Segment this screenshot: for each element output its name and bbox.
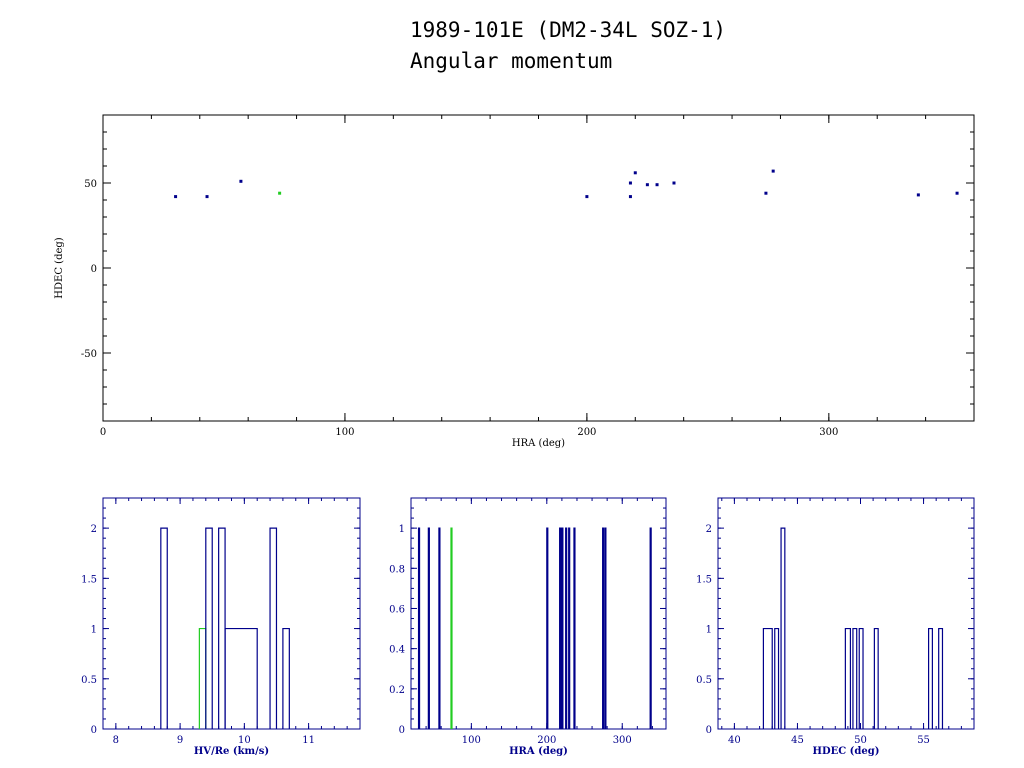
chart-subtitle: Angular momentum: [410, 49, 612, 73]
scatter-point: [955, 191, 959, 195]
scatter-point: [239, 179, 243, 183]
histogram-hra: 100 200 300 0 0.2 0.4 0.6 0.8 1 HRA (deg): [389, 497, 667, 757]
x-axis-label: HV/Re (km/s): [194, 746, 269, 757]
histogram-bar: [649, 527, 652, 729]
x-tick-label: 9: [177, 735, 183, 746]
plot-frame: [102, 497, 361, 730]
histogram-bar: [427, 527, 430, 729]
histogram-bar: [282, 627, 290, 729]
scatter-point: [628, 181, 632, 185]
x-tick-label: 55: [917, 735, 930, 746]
y-tick-label: 0.2: [389, 685, 405, 696]
plot-frame: [102, 114, 975, 422]
scatter-point: [278, 191, 282, 195]
y-tick-label: 0.5: [81, 675, 97, 686]
histogram-bar: [762, 627, 773, 729]
histogram-bar: [852, 627, 858, 729]
histogram-bar: [858, 627, 864, 729]
y-tick-label: 0: [706, 725, 712, 736]
x-tick-label: 8: [113, 735, 119, 746]
y-tick-label: 1: [706, 625, 712, 636]
x-tick-label: 11: [302, 735, 315, 746]
y-tick-label: 0: [399, 725, 405, 736]
x-tick-label: 100: [335, 427, 354, 438]
histogram-bar: [450, 527, 453, 729]
y-tick-label: 1.5: [81, 574, 97, 585]
x-tick-label: 100: [462, 735, 481, 746]
histogram-bar: [774, 627, 780, 729]
histogram-bar: [604, 527, 607, 729]
y-tick-label: 0: [91, 725, 97, 736]
histogram-bar: [928, 627, 933, 729]
plot-frame: [717, 497, 975, 730]
histogram-hdec: 40 45 50 55 0 0.5 1 1.5 2 HDEC (deg): [696, 497, 975, 757]
x-tick-label: 10: [238, 735, 251, 746]
y-tick-label: 1: [399, 524, 405, 535]
y-tick-label: 0.8: [389, 564, 405, 575]
histogram-bar: [573, 527, 576, 729]
histogram-bar: [873, 627, 879, 729]
histogram-bar: [559, 527, 562, 729]
y-tick-label: -50: [81, 349, 97, 360]
x-tick-label: 45: [791, 735, 804, 746]
scatter-point: [205, 195, 209, 199]
scatter-point: [655, 183, 659, 187]
y-tick-label: 2: [706, 524, 712, 535]
scatter-point: [916, 193, 920, 197]
x-axis-label: HDEC (deg): [813, 746, 880, 757]
histogram-bar: [565, 527, 568, 729]
histogram-bar: [938, 627, 944, 729]
y-tick-label: 0.4: [389, 645, 405, 656]
x-tick-label: 40: [728, 735, 741, 746]
plot-frame: [410, 497, 667, 730]
scatter-point: [628, 195, 632, 199]
x-tick-label: 0: [100, 427, 106, 438]
histogram-bar: [546, 527, 549, 729]
histogram-bar: [417, 527, 421, 729]
histogram-bar: [844, 627, 852, 729]
y-tick-label: 1.5: [696, 574, 712, 585]
y-tick-label: 1: [91, 625, 97, 636]
histogram-bar: [198, 627, 207, 729]
scatter-point: [672, 181, 676, 185]
histogram-bar: [561, 527, 564, 729]
y-tick-label: 0.5: [696, 675, 712, 686]
x-tick-label: 200: [537, 735, 556, 746]
x-tick-label: 200: [577, 427, 596, 438]
y-tick-label: 2: [91, 524, 97, 535]
scatter-point: [585, 195, 589, 199]
x-tick-label: 50: [854, 735, 867, 746]
histogram-bar: [224, 627, 258, 729]
y-tick-label: 50: [84, 179, 97, 190]
scatter-point: [645, 183, 649, 187]
scatter-point: [174, 195, 178, 199]
scatter-plot-hra-hdec: 0 100 200 300 -50 0 50 HRA (deg) HDEC (deg): [54, 114, 975, 449]
y-tick-label: 0.6: [389, 604, 405, 615]
x-tick-label: 300: [613, 735, 632, 746]
y-tick-label: 0: [91, 264, 97, 275]
y-axis-label: HDEC (deg): [54, 237, 65, 298]
histogram-bar: [269, 527, 278, 729]
histogram-bar: [205, 527, 213, 729]
scatter-point: [764, 191, 768, 195]
histogram-bar: [780, 527, 786, 729]
scatter-point: [771, 169, 775, 173]
histogram-bar: [218, 527, 226, 729]
histogram-bar: [568, 527, 571, 729]
x-axis-label: HRA (deg): [509, 746, 568, 757]
x-tick-label: 300: [819, 427, 838, 438]
x-axis-label: HRA (deg): [512, 438, 565, 449]
chart-title: 1989-101E (DM2-34L SOZ-1): [410, 18, 726, 42]
histogram-hv-re: 8 9 10 11 0 0.5 1 1.5 2 HV/Re (km/s): [81, 497, 361, 757]
histogram-bar: [160, 527, 168, 729]
histogram-bar: [602, 527, 605, 729]
scatter-point: [633, 171, 637, 175]
histogram-bar: [438, 527, 441, 729]
